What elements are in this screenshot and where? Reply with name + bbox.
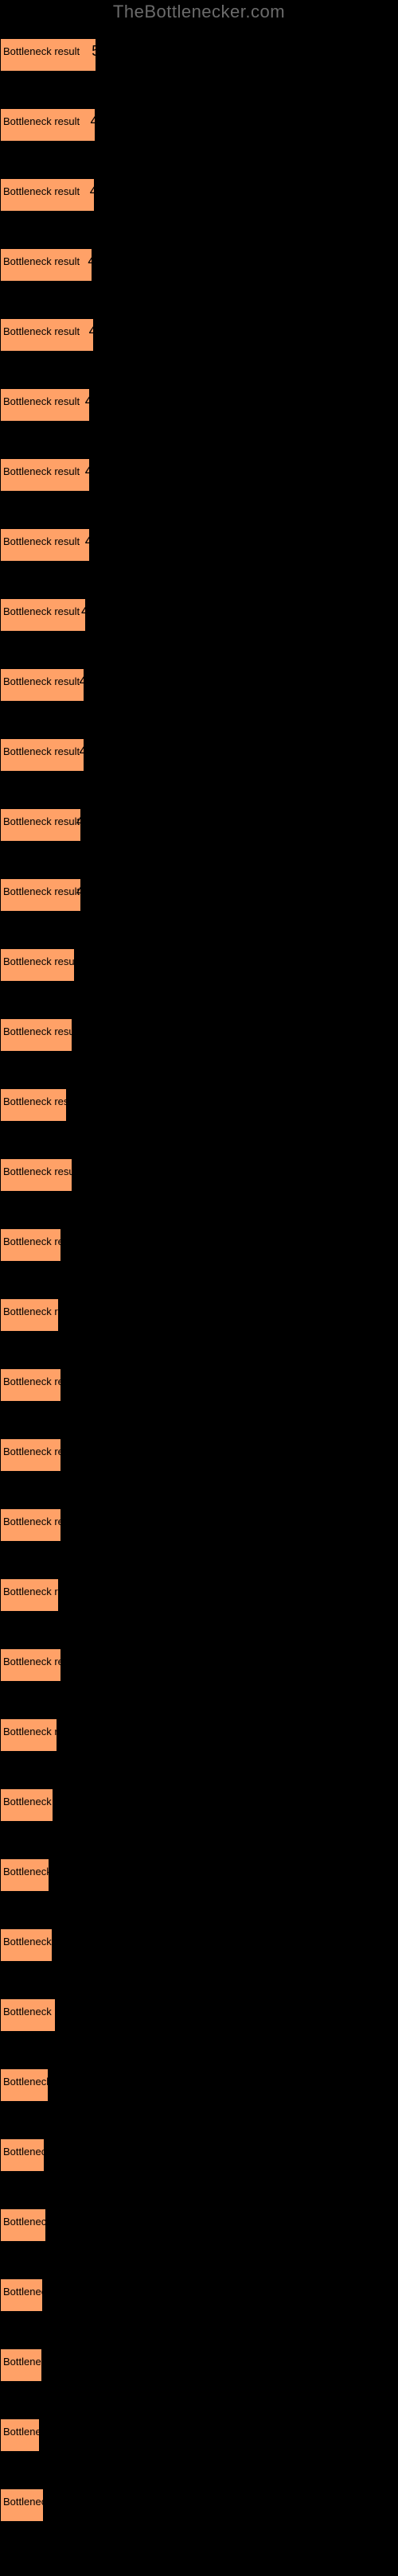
bar-label: Bottleneck result	[3, 1936, 80, 1948]
bar-label: Bottleneck result	[3, 535, 80, 547]
bar-value: 49.5	[90, 183, 118, 200]
bar-label: Bottleneck result	[3, 1235, 80, 1247]
bar-group: Bottleneck result	[0, 1564, 398, 1613]
bar-label: Bottleneck result	[3, 675, 80, 687]
bar-label: Bottleneck result	[3, 2216, 80, 2228]
bar-label: Bottleneck result	[3, 2076, 80, 2088]
bar-label: Bottleneck result	[3, 325, 80, 337]
bar-group: Bottleneck result42.5	[0, 864, 398, 912]
bar-group: Bottleneck result	[0, 1494, 398, 1543]
bar-label: Bottleneck result	[3, 2496, 80, 2508]
bar-group: Bottleneck result	[0, 1284, 398, 1333]
bar-group: Bottleneck result 48.5	[0, 234, 398, 282]
bar-label: Bottleneck result	[3, 1446, 80, 1457]
bar-group: Bottleneck result	[0, 2264, 398, 2313]
bar-group: Bottleneck result	[0, 2474, 398, 2523]
bar-label: Bottleneck result	[3, 115, 80, 127]
bar-group: Bottleneck result44	[0, 724, 398, 772]
bar-group: Bottleneck result	[0, 1424, 398, 1473]
bar-value: 44	[80, 673, 96, 690]
bar-label: Bottleneck result	[3, 2006, 80, 2018]
bar-label: Bottleneck result	[3, 745, 80, 757]
bar-value: 48.5	[88, 253, 115, 270]
bar-value: 47	[85, 463, 101, 480]
bar-group: Bottleneck result	[0, 1354, 398, 1403]
bar-label: Bottleneck result	[3, 955, 80, 967]
bar-label: Bottleneck result	[3, 815, 80, 827]
bar-value: 47	[85, 533, 101, 550]
bar-group: Bottleneck result	[0, 1704, 398, 1753]
bar-group: Bottleneck result45	[0, 584, 398, 632]
bar-group: Bottleneck result	[0, 2054, 398, 2103]
bar-group: Bottleneck result 47	[0, 514, 398, 562]
bar-label: Bottleneck result	[3, 395, 80, 407]
bar-group: Bottleneck result	[0, 1004, 398, 1053]
bar-value: 50.5	[92, 43, 119, 60]
bar-label: Bottleneck result	[3, 2356, 80, 2368]
bar-group: Bottleneck result	[0, 1634, 398, 1683]
bar-group: Bottleneck result44	[0, 654, 398, 702]
bar-label: Bottleneck result	[3, 465, 80, 477]
bar-group: Bottleneck result	[0, 1774, 398, 1823]
bar-group: Bottleneck result 49	[0, 304, 398, 352]
bar-group: Bottleneck result	[0, 1144, 398, 1193]
chart-container: TheBottlenecker.com Bottleneck result50.…	[0, 0, 398, 2576]
bar-value: 45	[81, 603, 97, 620]
bar-label: Bottleneck result	[3, 1586, 80, 1597]
bar-label: Bottleneck result	[3, 1095, 80, 1107]
bar-label: Bottleneck result	[3, 1165, 80, 1177]
bar-label: Bottleneck result	[3, 1376, 80, 1387]
bar-value: 49	[89, 323, 105, 340]
bar-label: Bottleneck result	[3, 2146, 80, 2158]
bar-value: 47	[85, 393, 101, 410]
bar-group: Bottleneck result 49.5	[0, 164, 398, 212]
bar-group: Bottleneck result	[0, 2334, 398, 2383]
bar-value: 49.8	[91, 113, 119, 130]
bar-label: Bottleneck result	[3, 1796, 80, 1807]
bar-group: Bottleneck result	[0, 2124, 398, 2173]
bar-label: Bottleneck result	[3, 185, 80, 197]
bar-value: 44	[80, 743, 96, 760]
bar-group: Bottleneck result 47	[0, 374, 398, 422]
bar-group: Bottleneck result42.5	[0, 794, 398, 842]
bar-label: Bottleneck result	[3, 1866, 80, 1878]
bar-label: Bottleneck result	[3, 1656, 80, 1667]
bar-group: Bottleneck result	[0, 1914, 398, 1963]
bar-label: Bottleneck result	[3, 1726, 80, 1737]
bar-value: 42.5	[76, 883, 104, 900]
bar-label: Bottleneck result	[3, 605, 80, 617]
bar-group: Bottleneck result 47	[0, 444, 398, 492]
bar-group: Bottleneck result	[0, 2194, 398, 2243]
bar-label: Bottleneck result	[3, 45, 80, 57]
bar-label: Bottleneck result	[3, 255, 80, 267]
bar-group: Bottleneck result	[0, 1074, 398, 1123]
bar-group: Bottleneck result 50.5	[0, 24, 398, 72]
bar-label: Bottleneck result	[3, 885, 80, 897]
bar-group: Bottleneck result 49.8	[0, 94, 398, 142]
bar-label: Bottleneck result	[3, 2426, 80, 2438]
bar-group: Bottleneck result	[0, 2404, 398, 2453]
bar-label: Bottleneck result	[3, 1306, 80, 1317]
bar-label: Bottleneck result	[3, 1025, 80, 1037]
bar-group: Bottleneck result	[0, 934, 398, 983]
bar-value: 42.5	[76, 813, 104, 830]
bar-group: Bottleneck result	[0, 1214, 398, 1263]
bar-chart: Bottleneck result 50.5 Bottleneck result 49…	[0, 0, 398, 2523]
bar-group: Bottleneck result	[0, 1984, 398, 2033]
bar-group: Bottleneck result	[0, 1844, 398, 1893]
bar-label: Bottleneck result	[3, 2286, 80, 2298]
bar-label: Bottleneck result	[3, 1516, 80, 1527]
